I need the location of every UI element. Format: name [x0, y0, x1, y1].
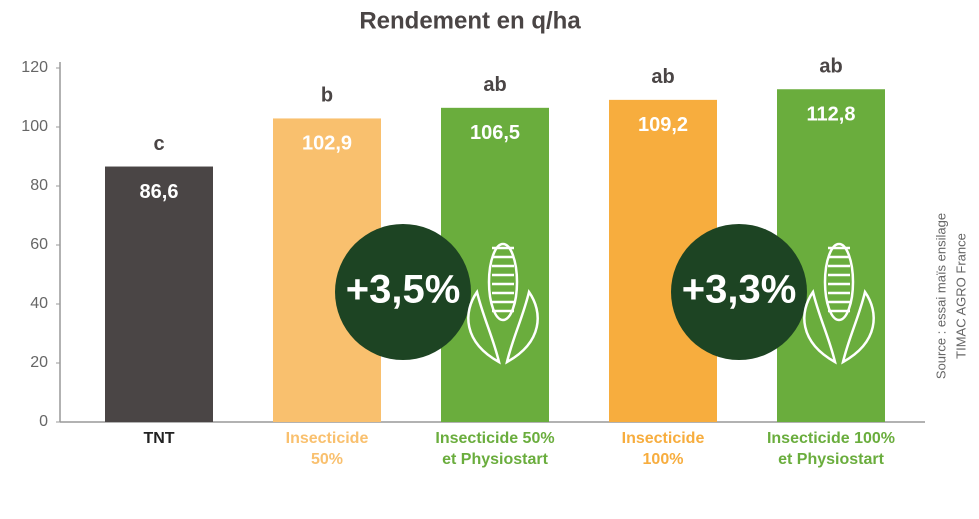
corn-leaf [505, 289, 539, 365]
significance-letter: ab [651, 66, 674, 88]
value-label: 106,5 [470, 122, 520, 144]
badge [335, 224, 471, 360]
chart-title: Rendement en q/ha [359, 7, 581, 34]
value-label: 86,6 [140, 181, 179, 203]
y-tick-label: 80 [30, 177, 48, 194]
badges: +3,5% +3,3% [335, 224, 875, 365]
corn-cob [823, 242, 855, 322]
y-tick-label: 60 [30, 236, 48, 253]
value-label: 102,9 [302, 133, 352, 155]
bar [105, 166, 213, 422]
value-label: 109,2 [638, 114, 688, 136]
y-tick-label: 0 [39, 413, 48, 430]
corn-icon [803, 242, 875, 365]
value-label: 112,8 [807, 104, 856, 126]
corn-leaf [803, 289, 837, 365]
corn-icon [467, 242, 539, 365]
significance-letter: b [321, 85, 333, 107]
badge-label: +3,3% [682, 268, 797, 312]
significance-letter: ab [483, 74, 506, 96]
y-tick-label: 120 [21, 59, 48, 76]
y-tick-label: 40 [30, 295, 48, 312]
x-tick-label: Insecticide 100% [621, 430, 705, 468]
y-tick-label: 20 [30, 354, 48, 371]
x-tick-label: TNT [143, 430, 175, 447]
source-line: Source : essai maïs ensilage [933, 213, 948, 379]
significance-letter: ab [819, 56, 842, 78]
badge-label: +3,5% [346, 268, 461, 312]
corn-leaf [841, 289, 875, 365]
corn-cob [487, 242, 519, 322]
y-tick-label: 100 [21, 118, 48, 135]
source-line: TIMAC AGRO France [953, 233, 968, 359]
x-tick-label: Insecticide 50% et Physiostart [435, 430, 555, 468]
badge [671, 224, 807, 360]
x-tick-label: Insecticide 50% [285, 430, 369, 468]
x-tick-label: Insecticide 100% et Physiostart [766, 430, 896, 468]
corn-leaf [467, 289, 501, 365]
significance-letter: c [153, 133, 164, 155]
